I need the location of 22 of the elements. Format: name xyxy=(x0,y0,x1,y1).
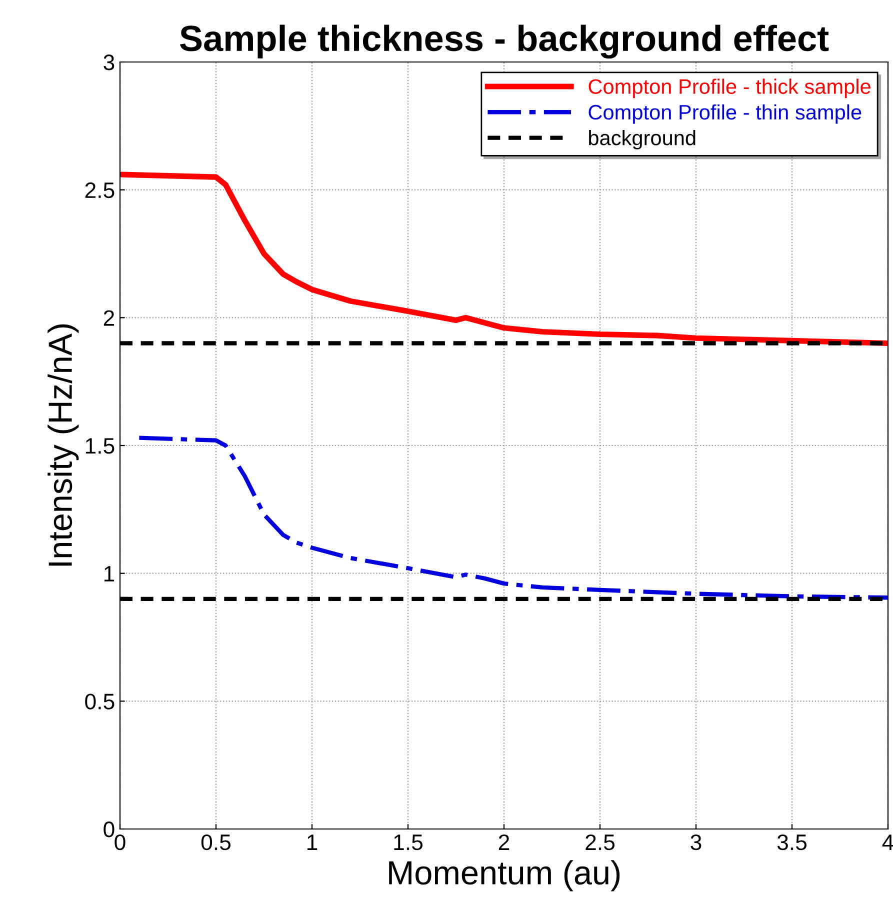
line-series xyxy=(137,436,888,600)
legend-label: Compton Profile - thin sample xyxy=(588,104,862,124)
x-tick-label: 2 xyxy=(498,834,510,850)
y-tick-label: 1 xyxy=(104,566,114,582)
x-tick-label: 1 xyxy=(308,834,318,850)
legend-label: Compton Profile - thick sample xyxy=(588,78,870,98)
x-axis-title: Momentum (au) xyxy=(389,860,620,892)
x-tick-label: 3 xyxy=(690,834,702,850)
x-tick-label: 0 xyxy=(114,834,126,850)
y-axis-title: Intensity (Hz/nA) xyxy=(48,324,79,566)
x-tick-label: 1.5 xyxy=(394,834,423,850)
x-tick-label: 0.5 xyxy=(201,834,231,850)
y-tick-label: 3 xyxy=(104,54,114,70)
legend-label: background xyxy=(589,130,696,150)
y-tick-label: 2.5 xyxy=(85,182,114,198)
x-tick-label: 2.5 xyxy=(586,834,615,850)
x-tick-label: 3.5 xyxy=(777,834,807,850)
y-tick-label: 1.5 xyxy=(86,438,114,454)
y-tick-label: 0 xyxy=(104,822,114,838)
y-tick-label: 0.5 xyxy=(85,694,114,710)
chart-title: Sample thickness - background effect xyxy=(180,24,829,59)
y-tick-label: 2 xyxy=(104,310,114,326)
